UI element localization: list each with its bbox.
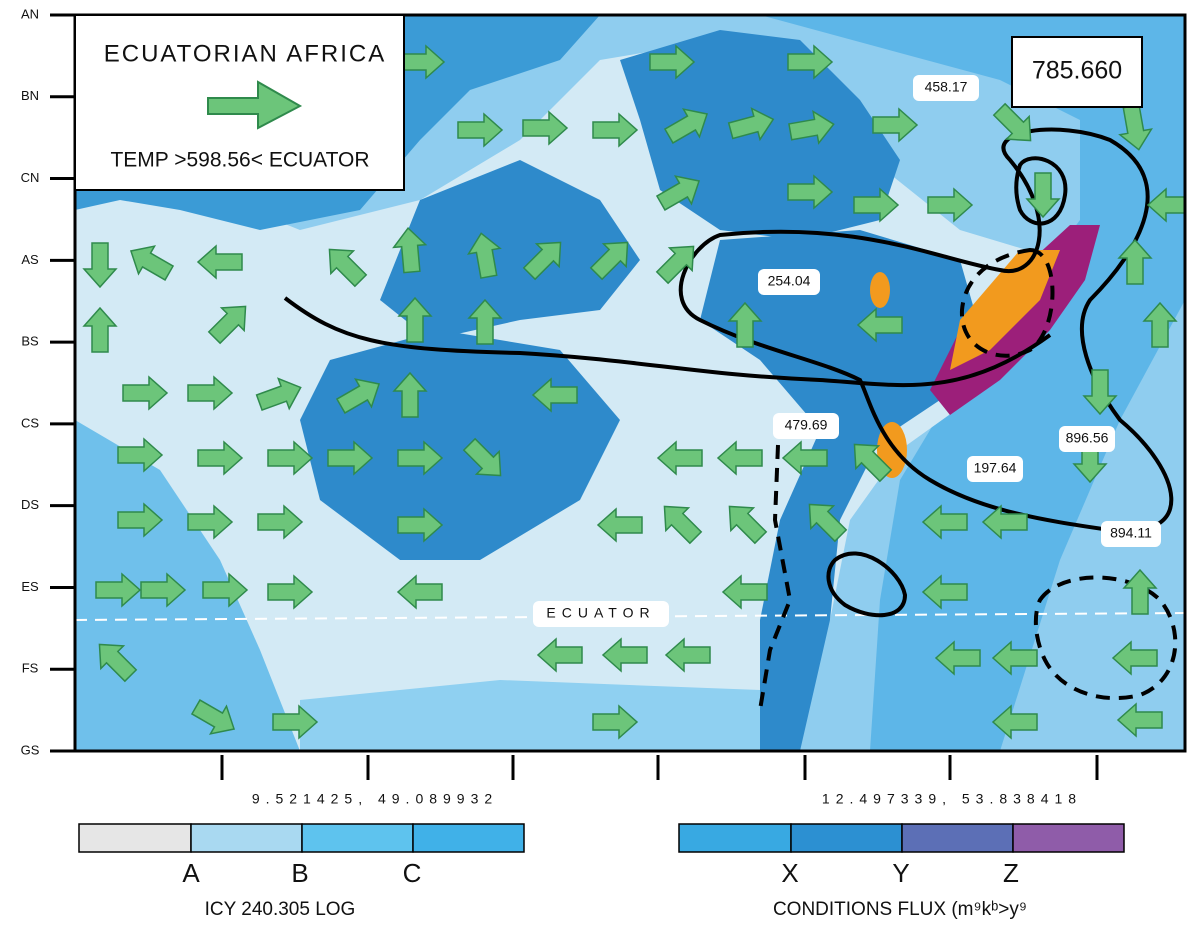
- flux-zone: [950, 250, 1060, 370]
- map-label: 894.11: [1110, 525, 1152, 541]
- scale-swatch: [1012, 823, 1125, 853]
- map-label-box: [913, 75, 979, 101]
- map-label: 479.69: [785, 417, 828, 433]
- coast: [300, 680, 760, 751]
- dashed-contour: [959, 247, 1055, 358]
- scale-label: Z: [1003, 858, 1019, 888]
- y-tick-label: AS: [21, 252, 39, 267]
- y-tick-label: ES: [21, 579, 39, 594]
- equator-label: ECUATOR: [546, 605, 655, 621]
- scale-label: A: [182, 858, 200, 888]
- map-label-box: [1059, 426, 1115, 452]
- map-label-box: [967, 456, 1023, 482]
- scale-swatch: [412, 823, 525, 853]
- coordinates: 12.497339, 53.838418: [822, 791, 1082, 807]
- scale-swatch: [301, 823, 414, 853]
- scale-label: Y: [892, 858, 909, 888]
- scale-swatch: [678, 823, 792, 853]
- scale-swatch: [78, 823, 192, 853]
- y-tick-label: FS: [22, 661, 39, 676]
- map-labels: 458.17 254.04 479.69 896.56 197.64 894.11: [758, 75, 1161, 547]
- scale-caption: CONDITIONS FLUX (m⁹kᵇ>y⁹: [773, 899, 1027, 920]
- y-axis: AN BN CN AS BS CS DS ES FS GS: [21, 6, 75, 757]
- legend-caption: TEMP >598.56< ECUATOR: [110, 149, 369, 172]
- map-label-box: [773, 413, 839, 439]
- equator-line: [75, 612, 1185, 621]
- highland: [300, 330, 620, 560]
- y-tick-label: AN: [21, 6, 39, 21]
- map-frame: [73, 13, 1187, 753]
- dashed-line: [758, 444, 793, 711]
- highland: [700, 230, 980, 751]
- map-label: 197.64: [974, 460, 1017, 476]
- map-label: 254.04: [768, 273, 811, 289]
- y-tick-label: GS: [21, 742, 40, 757]
- map-label-box: [1101, 521, 1161, 547]
- scale-caption: ICY 240.305 LOG: [205, 899, 356, 920]
- contour-line: [1014, 156, 1068, 226]
- map-label-box: [758, 269, 820, 295]
- equator-label-box: [533, 601, 669, 627]
- scale-swatch: [901, 823, 1014, 853]
- scale-label: B: [291, 858, 308, 888]
- map-label: 896.56: [1066, 430, 1109, 446]
- coordinates: 9.521425, 49.089932: [252, 791, 498, 807]
- scale-label: X: [781, 858, 798, 888]
- y-tick-label: BS: [21, 334, 39, 349]
- y-tick-label: BN: [21, 88, 39, 103]
- map-label: 458.17: [925, 79, 968, 95]
- scale-left: [78, 823, 525, 853]
- legend-title: ECUATORIAN AFRICA: [104, 40, 386, 67]
- contour-line: [826, 551, 908, 618]
- scale-swatch: [190, 823, 303, 853]
- value-box-text: 785.660: [1032, 57, 1122, 85]
- x-axis: [220, 755, 1099, 780]
- flux-zone: [870, 272, 890, 308]
- highland: [380, 160, 640, 340]
- value-box: [1011, 36, 1143, 108]
- scale-label: C: [403, 858, 422, 888]
- legend-arrow: [207, 80, 303, 130]
- y-tick-label: CS: [21, 415, 39, 430]
- scale-right: [678, 823, 1125, 853]
- y-tick-label: DS: [21, 497, 39, 512]
- contour-line: [283, 296, 1052, 388]
- scale-swatch: [790, 823, 903, 853]
- y-tick-label: CN: [21, 170, 40, 185]
- dashed-contour: [1033, 575, 1178, 701]
